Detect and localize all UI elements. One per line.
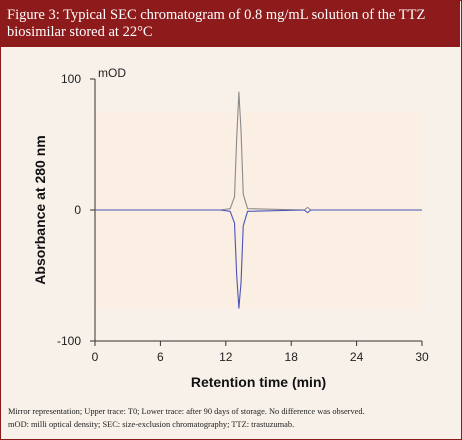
x-tick-label: 6 [157,350,164,364]
x-tick-label: 12 [219,350,233,364]
figure-caption-line-2: biosimilar stored at 22°C [7,24,153,40]
upper-trace-line [95,91,422,211]
x-tick-label: 0 [92,350,99,364]
chart-labels: 0 6 12 18 24 30 100 0 -100 mOD Retention time (min… [32,66,429,390]
chart-traces [95,91,422,309]
figure-caption-line-1: Figure 3: Typical SEC chromatogram of 0.… [7,7,426,23]
y-tick-label: 0 [74,203,81,217]
x-tick-label: 30 [415,350,429,364]
lower-trace-line [95,209,422,309]
figure-caption-bar: Figure 3: Typical SEC chromatogram of 0.… [0,0,460,47]
sec-chromatogram-chart: 0 6 12 18 24 30 100 0 -100 mOD Retention time (min… [32,66,429,390]
y-unit-label: mOD [98,66,126,80]
x-axis-title: Retention time (min) [191,374,326,390]
y-tick-label: -100 [57,334,81,348]
footnote-line-2: mOD: milli optical density; SEC: size-ex… [8,420,295,429]
y-axis-title: Absorbance at 280 nm [32,135,48,284]
footnote-line-1: Mirror representation; Upper trace: T0; … [8,407,365,416]
x-tick-label: 24 [350,350,364,364]
y-tick-label: 100 [61,72,81,86]
x-tick-label: 18 [285,350,299,364]
